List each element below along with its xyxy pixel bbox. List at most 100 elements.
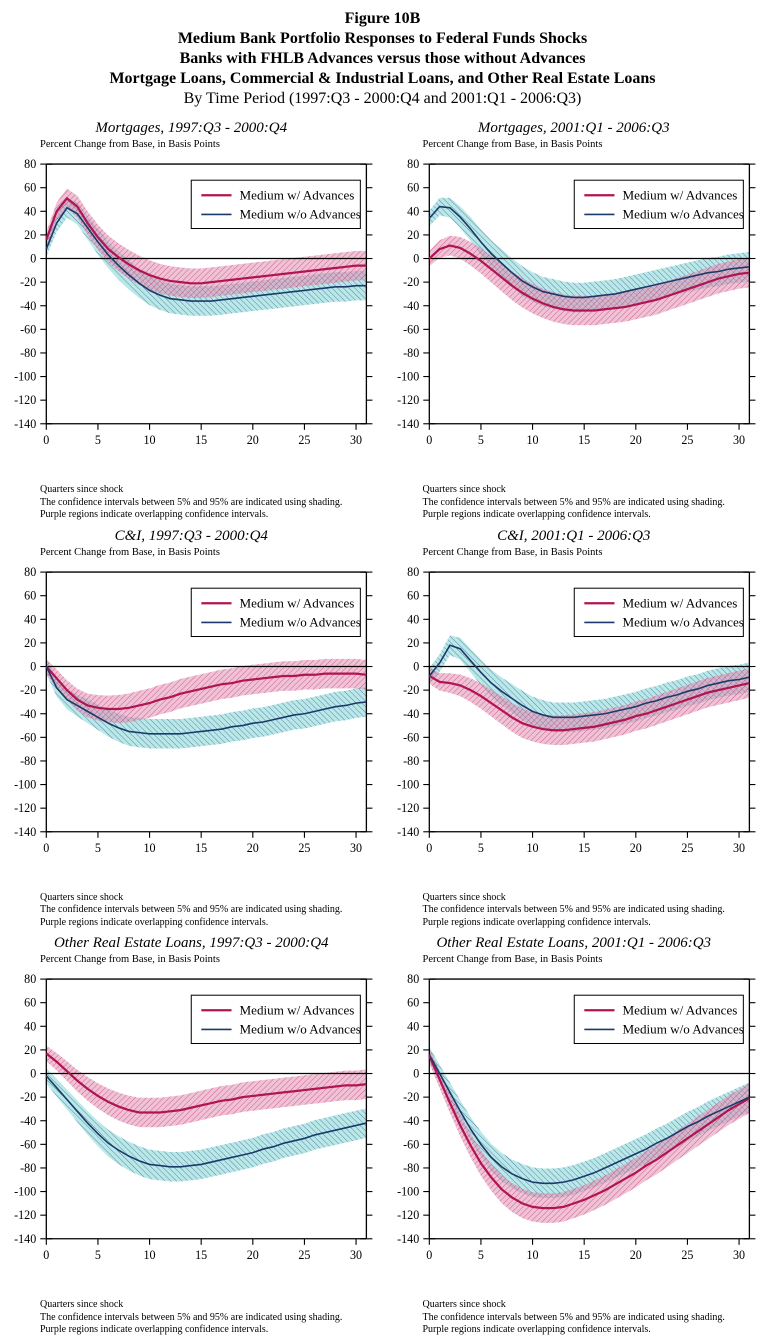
svg-text:40: 40 (24, 1020, 36, 1034)
panel-title-3: C&I, 2001:Q1 - 2006:Q3 (383, 528, 765, 545)
svg-text:-140: -140 (397, 417, 419, 431)
svg-text:-120: -120 (14, 801, 36, 815)
svg-text:80: 80 (24, 972, 36, 986)
svg-text:30: 30 (733, 433, 745, 447)
svg-text:0: 0 (30, 252, 36, 266)
svg-text:Medium w/o Advances: Medium w/o Advances (240, 614, 361, 629)
svg-text:Medium w/ Advances: Medium w/ Advances (622, 187, 737, 202)
svg-text:0: 0 (426, 433, 432, 447)
svg-text:-80: -80 (20, 754, 36, 768)
svg-text:Medium w/o Advances: Medium w/o Advances (240, 1022, 361, 1037)
svg-text:-40: -40 (20, 706, 36, 720)
svg-text:15: 15 (578, 433, 590, 447)
svg-text:15: 15 (195, 1248, 207, 1262)
svg-text:60: 60 (407, 181, 419, 195)
title-sub2: Mortgage Loans, Commercial & Industrial … (0, 70, 765, 88)
svg-text:15: 15 (195, 433, 207, 447)
svg-text:-20: -20 (403, 683, 419, 697)
svg-text:-100: -100 (397, 777, 419, 791)
report-page: Figure 10B Medium Bank Portfolio Respons… (0, 0, 765, 1173)
svg-text:40: 40 (407, 1020, 419, 1034)
svg-text:10: 10 (144, 1248, 156, 1262)
svg-text:30: 30 (733, 1248, 745, 1262)
svg-text:-20: -20 (20, 1090, 36, 1104)
svg-text:5: 5 (477, 433, 483, 447)
svg-text:-20: -20 (20, 683, 36, 697)
svg-text:15: 15 (195, 841, 207, 855)
svg-text:40: 40 (24, 612, 36, 626)
svg-text:-140: -140 (14, 417, 36, 431)
svg-text:20: 20 (24, 228, 36, 242)
panel-mortgages-1997: Mortgages, 1997:Q3 - 2000:Q4 Percent Cha… (0, 114, 383, 522)
svg-text:0: 0 (413, 252, 419, 266)
svg-text:-140: -140 (397, 1232, 419, 1246)
report-title-block: Figure 10B Medium Bank Portfolio Respons… (0, 0, 765, 108)
svg-text:Medium w/o Advances: Medium w/o Advances (622, 206, 743, 221)
svg-text:0: 0 (426, 841, 432, 855)
panel-ylabel-1: Percent Change from Base, in Basis Point… (423, 139, 765, 150)
panel-title-1: Mortgages, 2001:Q1 - 2006:Q3 (383, 120, 765, 137)
panel-ylabel-0: Percent Change from Base, in Basis Point… (40, 139, 383, 150)
svg-text:80: 80 (407, 565, 419, 579)
svg-text:80: 80 (24, 565, 36, 579)
svg-text:-120: -120 (397, 1209, 419, 1223)
svg-text:-80: -80 (20, 346, 36, 360)
svg-text:-60: -60 (20, 322, 36, 336)
svg-text:20: 20 (24, 636, 36, 650)
svg-text:-60: -60 (20, 1138, 36, 1152)
svg-text:0: 0 (413, 1067, 419, 1081)
svg-text:20: 20 (407, 1043, 419, 1057)
panel-ylabel-2: Percent Change from Base, in Basis Point… (40, 547, 383, 558)
title-sub3: By Time Period (1997:Q3 - 2000:Q4 and 20… (0, 90, 765, 108)
svg-text:15: 15 (578, 1248, 590, 1262)
svg-text:-60: -60 (20, 730, 36, 744)
svg-text:-60: -60 (403, 1138, 419, 1152)
svg-text:20: 20 (247, 433, 259, 447)
panel-ore-1997: Other Real Estate Loans, 1997:Q3 - 2000:… (0, 929, 383, 1337)
panel-ore-2001: Other Real Estate Loans, 2001:Q1 - 2006:… (383, 929, 765, 1337)
svg-text:-60: -60 (403, 322, 419, 336)
panel-footnote-1: Quarters since shock The confidence inte… (423, 484, 765, 522)
svg-text:Medium w/ Advances: Medium w/ Advances (622, 1003, 737, 1018)
panel-title-0: Mortgages, 1997:Q3 - 2000:Q4 (0, 120, 383, 137)
svg-text:Medium w/o Advances: Medium w/o Advances (622, 1022, 743, 1037)
svg-text:5: 5 (477, 841, 483, 855)
panel-footnote-2: Quarters since shock The confidence inte… (40, 892, 383, 930)
panel-title-2: C&I, 1997:Q3 - 2000:Q4 (0, 528, 383, 545)
svg-text:Medium w/o Advances: Medium w/o Advances (240, 206, 361, 221)
svg-text:0: 0 (43, 433, 49, 447)
svg-text:60: 60 (24, 996, 36, 1010)
svg-text:-40: -40 (20, 299, 36, 313)
panel-ylabel-4: Percent Change from Base, in Basis Point… (40, 954, 383, 965)
panel-title-5: Other Real Estate Loans, 2001:Q1 - 2006:… (383, 935, 765, 952)
svg-text:Medium w/ Advances: Medium w/ Advances (622, 595, 737, 610)
svg-text:-140: -140 (14, 824, 36, 838)
svg-text:-80: -80 (403, 754, 419, 768)
svg-text:20: 20 (629, 841, 641, 855)
panel-ci-1997: C&I, 1997:Q3 - 2000:Q4 Percent Change fr… (0, 522, 383, 930)
panel-footnote-3: Quarters since shock The confidence inte… (423, 892, 765, 930)
svg-text:-100: -100 (14, 777, 36, 791)
svg-text:Medium w/o Advances: Medium w/o Advances (622, 614, 743, 629)
svg-text:5: 5 (95, 1248, 101, 1262)
svg-text:10: 10 (144, 841, 156, 855)
svg-text:-40: -40 (403, 706, 419, 720)
svg-text:30: 30 (350, 1248, 362, 1262)
svg-text:10: 10 (144, 433, 156, 447)
svg-text:-20: -20 (403, 1090, 419, 1104)
svg-text:-40: -40 (403, 1114, 419, 1128)
svg-text:-40: -40 (20, 1114, 36, 1128)
svg-text:5: 5 (95, 433, 101, 447)
svg-text:-100: -100 (14, 1185, 36, 1199)
svg-text:-60: -60 (403, 730, 419, 744)
svg-text:10: 10 (526, 433, 538, 447)
svg-text:-100: -100 (14, 370, 36, 384)
svg-text:-140: -140 (397, 824, 419, 838)
svg-text:0: 0 (43, 1248, 49, 1262)
svg-text:10: 10 (526, 1248, 538, 1262)
chart-grid: Mortgages, 1997:Q3 - 2000:Q4 Percent Cha… (0, 114, 765, 1099)
svg-text:30: 30 (350, 433, 362, 447)
svg-text:40: 40 (407, 612, 419, 626)
